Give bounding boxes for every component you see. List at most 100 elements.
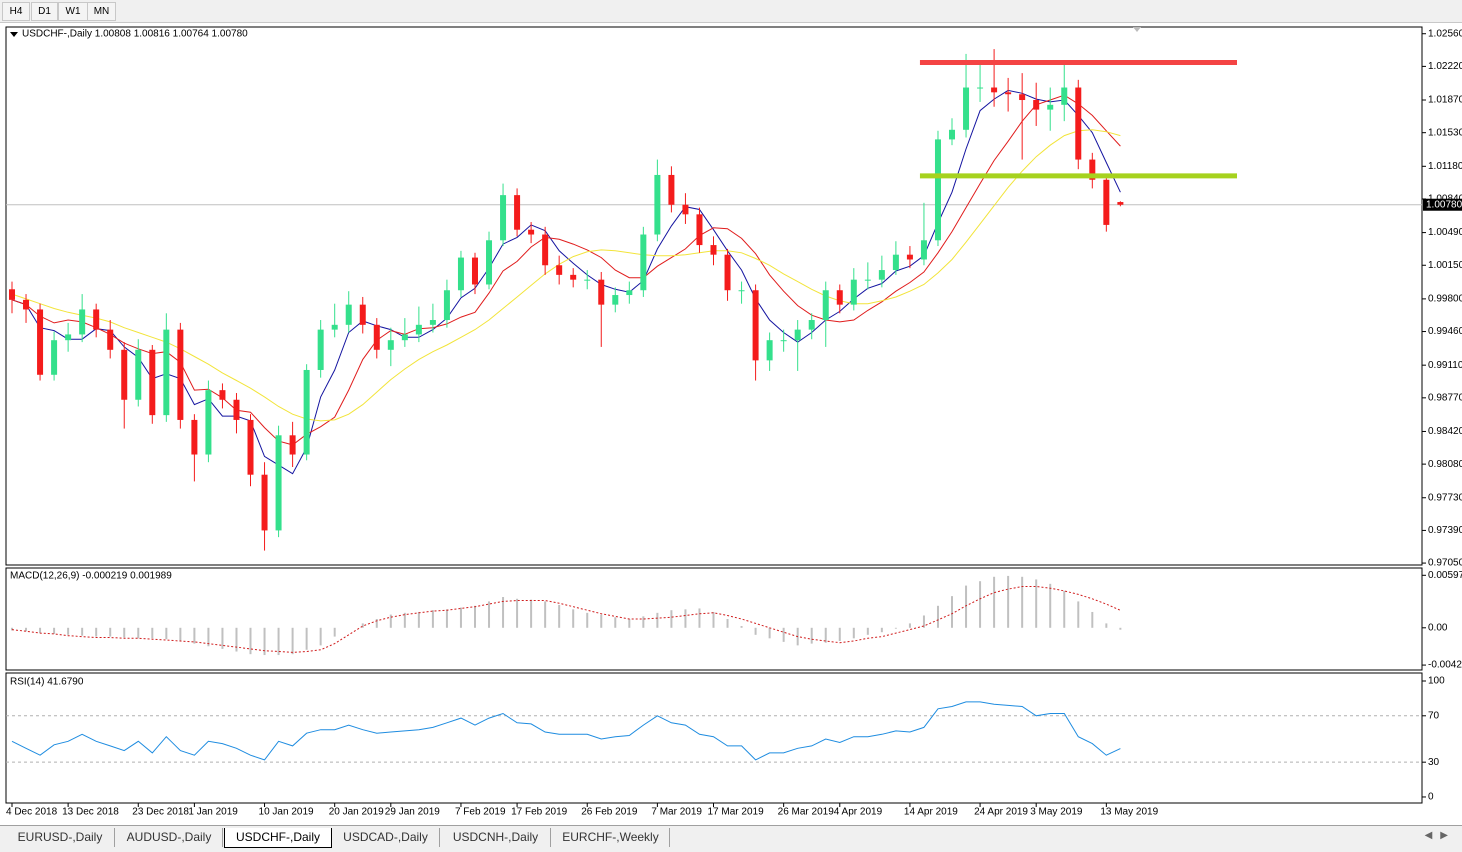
y-tick-label: 30 <box>1428 757 1440 768</box>
y-tick-label: 0 <box>1428 792 1434 803</box>
y-tick-label: 1.01870 <box>1428 95 1462 106</box>
current-price-box <box>1423 198 1462 211</box>
y-tick-label: 0.99110 <box>1428 360 1462 371</box>
y-tick-label: 0.98770 <box>1428 392 1462 403</box>
candle-body <box>289 435 296 455</box>
macd-signal-line <box>11 586 1121 653</box>
timeframe-toolbar: H4 D1 W1 MN <box>0 0 1462 23</box>
current-price-label: 1.00780 <box>1426 199 1462 210</box>
x-tick-label: 23 Dec 2018 <box>132 807 189 818</box>
candle-body <box>850 279 857 305</box>
candle-body <box>247 419 254 475</box>
candle-body <box>906 254 913 260</box>
timeframe-button[interactable]: W1 <box>58 2 88 21</box>
x-tick-label: 17 Mar 2019 <box>708 807 765 818</box>
candle-body <box>710 245 717 255</box>
x-tick-label: 3 May 2019 <box>1030 807 1083 818</box>
candle-body <box>387 340 394 350</box>
x-tick-label: 17 Feb 2019 <box>511 807 568 818</box>
candle-body <box>528 229 535 235</box>
candle-body <box>261 474 268 531</box>
candle-body <box>1075 87 1082 160</box>
rsi-line <box>11 701 1121 761</box>
candle-body <box>668 174 675 205</box>
candle-body <box>584 279 591 281</box>
symbol-tab[interactable]: USDCAD-,Daily <box>332 828 440 847</box>
candle-body <box>991 87 998 93</box>
candle-body <box>303 369 310 455</box>
candle-body <box>977 87 984 89</box>
candle-body <box>1103 179 1110 225</box>
candle-body <box>808 320 815 330</box>
candle-body <box>331 324 338 330</box>
candle-body <box>233 399 240 420</box>
candle-body <box>163 329 170 416</box>
candle-body <box>822 290 829 321</box>
y-tick-label: 0.97050 <box>1428 558 1462 569</box>
candle-body <box>514 195 521 230</box>
candle-body <box>780 340 787 342</box>
candle-body <box>429 320 436 325</box>
y-tick-label: 0.97390 <box>1428 525 1462 536</box>
candle-body <box>570 274 577 280</box>
moving-average-line <box>11 129 1121 422</box>
candle-body <box>443 290 450 321</box>
y-tick-label: 1.00490 <box>1428 227 1462 238</box>
symbol-tab[interactable]: AUDUSD-,Daily <box>116 828 223 847</box>
symbol-tab[interactable]: USDCNH-,Daily <box>441 828 551 847</box>
candle-body <box>1033 100 1040 110</box>
candle-body <box>65 334 72 341</box>
timeframe-button[interactable]: MN <box>87 2 116 21</box>
x-tick-label: 26 Feb 2019 <box>581 807 638 818</box>
y-tick-label: 0.00 <box>1428 622 1448 633</box>
candle-body <box>1047 104 1054 110</box>
candle-body <box>542 234 549 266</box>
x-tick-label: 24 Apr 2019 <box>974 807 1028 818</box>
candle-body <box>696 214 703 246</box>
y-tick-label: 1.02560 <box>1428 28 1462 39</box>
candle-body <box>121 349 128 400</box>
y-tick-label: 0.98080 <box>1428 459 1462 470</box>
timeframe-button[interactable]: D1 <box>31 2 58 21</box>
candle-body <box>149 349 156 416</box>
rsi-panel-frame <box>5 672 1423 804</box>
y-tick-label: 1.01180 <box>1428 161 1462 172</box>
x-tick-label: 10 Jan 2019 <box>259 807 314 818</box>
candle-body <box>51 340 58 375</box>
timeframe-button[interactable]: H4 <box>2 2 30 21</box>
candle-body <box>612 295 619 305</box>
candle-body <box>359 304 366 325</box>
macd-title: MACD(12,26,9) -0.000219 0.001989 <box>10 571 172 582</box>
y-tick-label: 1.02220 <box>1428 61 1462 72</box>
x-tick-label: 1 Jan 2019 <box>188 807 238 818</box>
symbol-tab[interactable]: EURCHF-,Weekly <box>552 828 670 847</box>
candle-body <box>766 340 773 361</box>
symbol-tab[interactable]: EURUSD-,Daily <box>6 828 115 847</box>
x-tick-label: 4 Apr 2019 <box>834 807 883 818</box>
symbol-tabs: EURUSD-,Daily AUDUSD-,Daily USDCHF-,Dail… <box>0 825 1462 852</box>
candle-body <box>415 324 422 335</box>
candle-body <box>37 309 44 375</box>
candle-body <box>317 329 324 370</box>
x-tick-label: 14 Apr 2019 <box>904 807 958 818</box>
candle-body <box>920 240 927 260</box>
x-tick-label: 26 Mar 2019 <box>778 807 835 818</box>
candle-body <box>135 349 142 400</box>
candle-body <box>471 257 478 285</box>
symbol-tab[interactable]: USDCHF-,Daily <box>224 828 332 848</box>
moving-average-line <box>11 94 1121 446</box>
candle-body <box>878 270 885 280</box>
candle-body <box>892 254 899 271</box>
candle-body <box>738 290 745 292</box>
candle-body <box>93 309 100 330</box>
tab-scroll-arrows[interactable]: ◀▶ <box>1424 830 1456 841</box>
x-tick-label: 29 Jan 2019 <box>385 807 440 818</box>
x-tick-label: 20 Jan 2019 <box>329 807 384 818</box>
candle-body <box>457 257 464 291</box>
candle-body <box>963 87 970 130</box>
candle-body <box>752 290 759 361</box>
candle-body <box>177 329 184 420</box>
candle-body <box>724 254 731 291</box>
y-tick-label: 100 <box>1428 676 1445 687</box>
candle-body <box>1061 87 1068 105</box>
